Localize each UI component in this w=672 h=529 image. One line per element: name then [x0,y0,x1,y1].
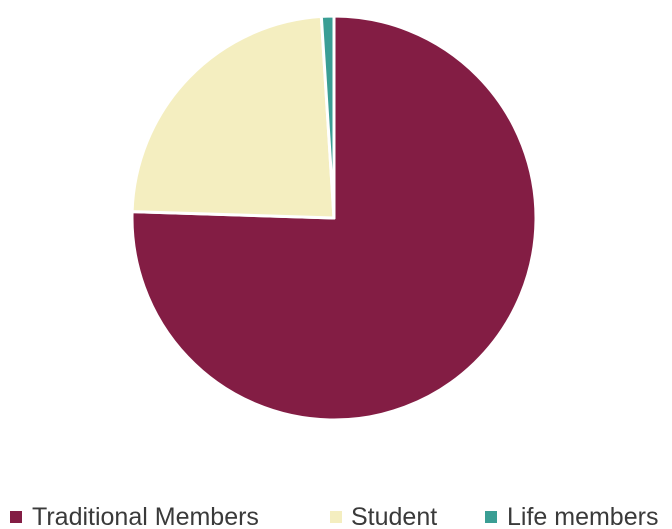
chart-legend: Traditional Members Student Life members [10,503,658,529]
legend-label-traditional-members: Traditional Members [32,503,259,529]
legend-swatch-traditional-members [10,511,22,523]
pie-slice-life-members [319,14,336,220]
pie-slice-student [130,14,336,220]
legend-swatch-student [330,511,342,523]
legend-item-student: Student [330,503,437,529]
legend-swatch-life-members [485,511,497,523]
legend-label-life-members: Life members [507,503,658,529]
legend-item-life-members: Life members [485,503,658,529]
legend-item-traditional-members: Traditional Members [10,503,259,529]
legend-label-student: Student [351,503,437,529]
pie-slices [130,14,538,422]
